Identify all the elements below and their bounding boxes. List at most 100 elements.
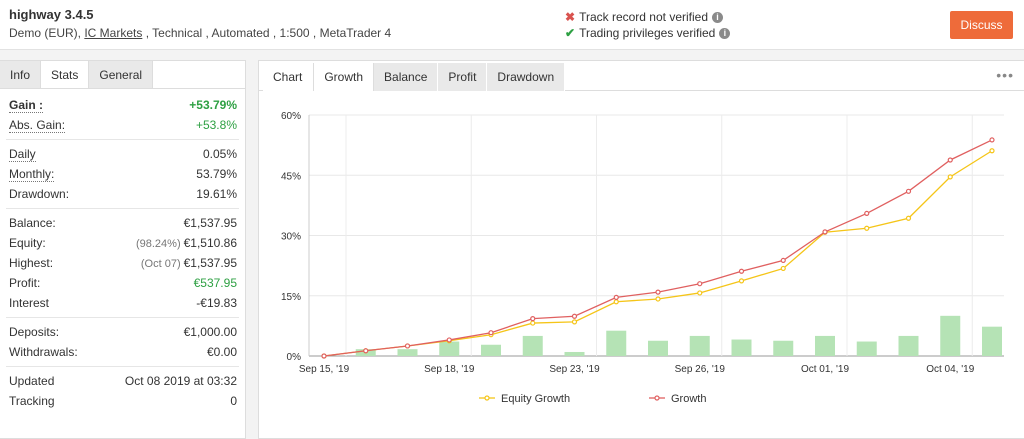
- y-axis-ticks: 0% 15% 30% 45% 60%: [281, 111, 301, 363]
- series-point-1-8: [655, 289, 661, 295]
- stat-profit: Profit: €537.95: [9, 276, 237, 290]
- bar-8: [648, 340, 668, 356]
- bar-2: [397, 349, 418, 356]
- series-point-1-16: [989, 137, 995, 143]
- chart-legend: Equity Growth Growth: [479, 393, 706, 405]
- legend-marker: [484, 395, 490, 401]
- info-icon[interactable]: i: [712, 11, 723, 23]
- bar-10: [731, 339, 752, 356]
- x-tick-label: Sep 26, '19: [675, 364, 726, 375]
- x-tick-label: Sep 23, '19: [549, 364, 600, 375]
- stat-highest: Highest: (Oct 07) €1,537.95: [9, 256, 237, 270]
- tab-growth[interactable]: Growth: [313, 63, 375, 91]
- bar-4: [481, 344, 501, 356]
- system-meta: Demo (EUR), IC Markets , Technical , Aut…: [9, 26, 392, 40]
- bar-14: [898, 335, 919, 356]
- legend-marker: [654, 395, 660, 401]
- stats-tabs: Info Stats General: [0, 61, 245, 89]
- series-point-1-6: [571, 313, 578, 319]
- divider: [6, 317, 239, 318]
- bar-6: [564, 351, 585, 356]
- stat-deposits: Deposits: €1,000.00: [9, 325, 237, 339]
- y-tick-label: 15%: [281, 292, 301, 303]
- divider: [6, 139, 239, 140]
- info-icon[interactable]: i: [719, 27, 731, 39]
- bar-16: [982, 326, 1002, 356]
- legend-label: Equity Growth: [501, 393, 570, 405]
- stats-panel: Info Stats General Gain : +53.79% Abs. Ga…: [0, 60, 246, 439]
- x-tick-label: Sep 15, '19: [299, 364, 350, 375]
- bar-15: [940, 315, 961, 356]
- series-point-0-14: [905, 215, 912, 221]
- bar-11: [773, 340, 794, 356]
- series-point-1-14: [905, 188, 912, 194]
- series-point-0-7: [613, 299, 619, 305]
- series-point-1-1: [363, 348, 369, 354]
- x-tick-label: Sep 18, '19: [424, 364, 475, 375]
- series-point-0-5: [530, 320, 536, 326]
- check-icon: ✔: [565, 26, 576, 40]
- tab-info[interactable]: Info: [0, 61, 42, 88]
- stat-gain: Gain : +53.79%: [9, 98, 237, 113]
- stat-equity: Equity: (98.24%) €1,510.86: [9, 236, 237, 250]
- stat-updated: Updated Oct 08 2019 at 03:32: [9, 374, 237, 388]
- chart-lines: [321, 137, 995, 359]
- stat-drawdown: Drawdown: 19.61%: [9, 187, 237, 201]
- tab-drawdown[interactable]: Drawdown: [487, 63, 566, 91]
- stat-daily: Daily 0.05%: [9, 147, 237, 162]
- series-point-1-7: [613, 294, 619, 300]
- series-point-1-5: [530, 316, 536, 322]
- legend-label: Growth: [671, 393, 706, 405]
- stat-monthly: Monthly: 53.79%: [9, 167, 237, 182]
- divider: [6, 366, 239, 367]
- more-options-icon[interactable]: •••: [996, 67, 1014, 83]
- series-point-0-15: [947, 174, 953, 180]
- x-mark-icon: ✖: [565, 10, 576, 24]
- stat-withdrawals: Withdrawals: €0.00: [9, 345, 237, 359]
- series-point-0-10: [738, 278, 745, 284]
- y-tick-label: 45%: [281, 171, 301, 182]
- x-tick-label: Oct 04, '19: [926, 364, 974, 375]
- bar-12: [815, 335, 835, 356]
- tab-chart[interactable]: Chart: [263, 63, 314, 91]
- series-line-1: [323, 139, 993, 357]
- tab-stats[interactable]: Stats: [41, 61, 90, 88]
- stat-interest: Interest -€19.83: [9, 296, 237, 310]
- y-tick-label: 60%: [281, 111, 301, 122]
- series-point-1-13: [864, 210, 870, 217]
- stat-abs-gain: Abs. Gain: +53.8%: [9, 118, 237, 133]
- series-point-0-8: [655, 296, 661, 302]
- chart-panel: Chart Growth Balance Profit Drawdown •••…: [258, 60, 1024, 439]
- series-line-0: [323, 150, 993, 357]
- bar-9: [689, 335, 710, 356]
- y-tick-label: 0%: [287, 352, 302, 363]
- system-header: highway 3.4.5 Demo (EUR), IC Markets , T…: [0, 0, 1024, 50]
- tab-profit[interactable]: Profit: [438, 63, 488, 91]
- series-point-1-3: [446, 337, 452, 343]
- x-axis-ticks: Sep 15, '19 Sep 18, '19 Sep 23, '19 Sep 26,…: [299, 364, 975, 375]
- stat-tracking: Tracking 0: [9, 394, 237, 408]
- bar-3: [439, 341, 460, 356]
- tab-general[interactable]: General: [89, 61, 154, 88]
- tab-balance[interactable]: Balance: [374, 63, 439, 91]
- series-point-0-9: [697, 290, 703, 296]
- track-record-status: ✖ Track record not verified i: [565, 10, 723, 24]
- system-name: highway 3.4.5: [9, 7, 94, 22]
- stat-balance: Balance: €1,537.95: [9, 216, 237, 230]
- trading-privileges-status: ✔ Trading privileges verified i: [565, 26, 731, 40]
- broker-link[interactable]: IC Markets: [84, 26, 143, 40]
- series-point-0-11: [780, 265, 786, 272]
- series-point-0-6: [571, 319, 578, 325]
- discuss-button[interactable]: Discuss: [950, 11, 1013, 39]
- growth-chart: 0%15%30%45%60% Sep 15, '19 Sep 18, '19 Sep…: [281, 111, 1004, 405]
- divider: [6, 208, 239, 209]
- series-point-1-4: [488, 330, 494, 336]
- series-point-1-10: [738, 268, 745, 274]
- bar-13: [856, 341, 877, 356]
- bar-5: [522, 335, 543, 356]
- series-point-0-16: [989, 148, 995, 154]
- bar-7: [606, 330, 627, 356]
- series-point-1-2: [404, 343, 411, 349]
- series-point-0-13: [864, 225, 870, 231]
- y-tick-label: 30%: [281, 232, 301, 243]
